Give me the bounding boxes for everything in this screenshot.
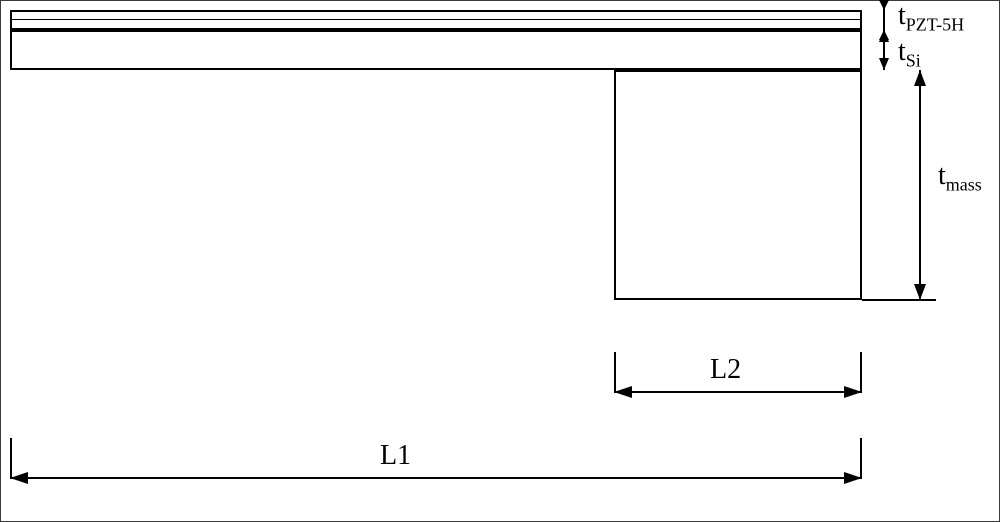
tmass-ext-line bbox=[862, 299, 936, 301]
l2-line bbox=[614, 391, 862, 393]
label-tpzt-sub: PZT-5H bbox=[906, 15, 964, 35]
label-l2: L2 bbox=[710, 354, 741, 386]
mass-block bbox=[614, 70, 862, 300]
l1-tick-left bbox=[10, 438, 12, 478]
l1-tick-right bbox=[860, 438, 862, 478]
pzt-inner-line bbox=[10, 19, 862, 20]
l1-line bbox=[10, 477, 862, 479]
label-tsi-sub: Si bbox=[906, 51, 921, 71]
label-tmass: tmass bbox=[938, 160, 982, 196]
diagram-canvas: tPZT-5H tSi tmass L2 L1 bbox=[0, 0, 1000, 522]
label-tpzt: tPZT-5H bbox=[898, 0, 964, 36]
l2-tick-right bbox=[860, 352, 862, 392]
label-tsi: tSi bbox=[898, 36, 921, 72]
si-layer bbox=[10, 30, 862, 70]
l2-tick-left bbox=[614, 352, 616, 392]
pzt-layer bbox=[10, 10, 862, 30]
label-l1: L1 bbox=[380, 440, 411, 472]
label-tmass-sub: mass bbox=[946, 175, 982, 195]
